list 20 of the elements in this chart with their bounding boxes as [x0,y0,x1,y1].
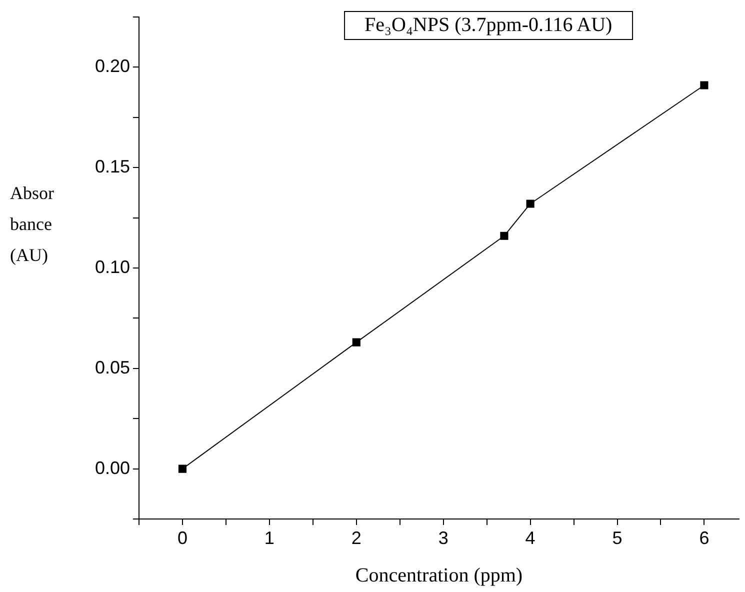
x-tick-label: 6 [699,528,710,548]
point [178,464,187,473]
y-tick-label: 0.05 [94,357,130,378]
x-axis-title: Concentration (ppm) [355,564,523,586]
x-tick-label: 3 [438,528,448,548]
point [352,338,360,346]
x-tick-label: 0 [177,528,188,548]
y-tick-label: 0.20 [94,56,130,76]
x-tick-label: 1 [264,528,274,548]
point [700,81,708,90]
x-tick-label: 4 [525,528,536,548]
x-tick-label: 5 [612,528,622,548]
point [526,200,534,208]
y-tick-label: 0.15 [94,156,130,177]
y-tick-label: 0.00 [94,458,130,478]
point [500,232,508,240]
chart-title: Fe₃O₄NPS (3.7ppm-0.116 AU) [344,11,634,40]
y-axis-title: Absorbance (AU) [10,182,55,267]
x-tick-label: 2 [351,528,362,548]
y-tick-label: 0.10 [94,256,130,277]
